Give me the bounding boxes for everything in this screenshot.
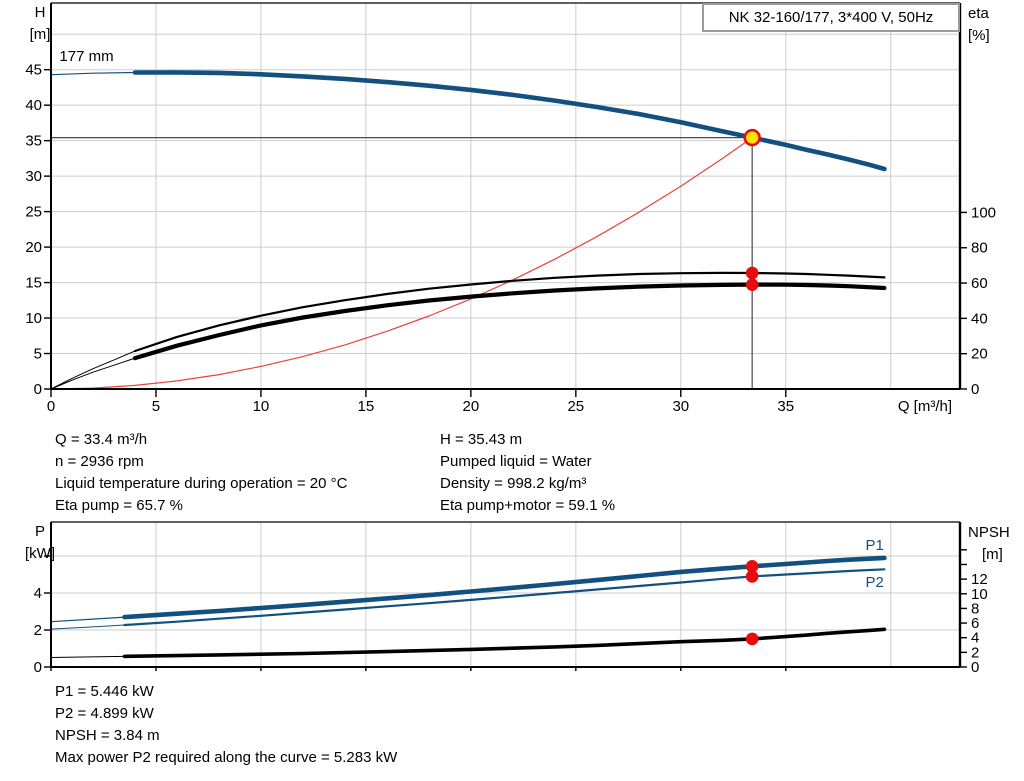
readout-density: Density = 998.2 kg/m³	[440, 475, 587, 492]
y-left-tick-label: 30	[25, 168, 42, 185]
readout-speed: n = 2936 rpm	[55, 453, 144, 470]
eta-pump-curve-path	[50, 350, 136, 390]
system-curve	[50, 137, 753, 390]
p1-curve-path	[50, 616, 126, 623]
readout-flow: Q = 33.4 m³/h	[55, 431, 148, 448]
operating-point-dot	[745, 266, 759, 280]
y-right-tick-label: 2	[971, 644, 979, 661]
y-left-tick-label: 25	[25, 204, 42, 221]
y-right-tick-label: 0	[971, 381, 979, 398]
x-tick-label: 5	[152, 398, 160, 415]
y-left-axis-title: H	[35, 4, 46, 21]
p2-curve-path	[123, 568, 886, 627]
y-right-axis-title: eta	[968, 5, 990, 22]
head-curve-177mm-path	[50, 71, 136, 76]
operating-point-dot	[745, 632, 759, 646]
duty-point-marker[interactable]	[743, 128, 761, 147]
curve-label-p1: P1	[866, 537, 884, 554]
readout-eta-pump: Eta pump = 65.7 %	[55, 497, 183, 514]
y-right-tick-label: 4	[971, 630, 979, 647]
x-tick-label: 20	[463, 398, 480, 415]
npsh-curve-path	[50, 655, 125, 658]
x-tick-label: 25	[567, 398, 584, 415]
x-tick-label: 30	[672, 398, 689, 415]
pump-type-label: NK 32-160/177, 3*400 V, 50Hz	[702, 3, 960, 32]
y-left-tick-label: 40	[25, 97, 42, 114]
system-curve-path	[50, 137, 753, 390]
y-left-axis-title: P	[35, 523, 45, 540]
y-right-tick-label: 20	[971, 346, 988, 363]
y-left-tick-label: 45	[25, 62, 42, 79]
y-left-tick-label: 4	[34, 585, 42, 602]
eta-pump-curve-path	[133, 271, 886, 353]
y-left-axis-unit: [kW]	[25, 545, 55, 562]
duty-readout-right: H = 35.43 m Pumped liquid = Water Densit…	[440, 429, 615, 517]
readout-liquid-temp: Liquid temperature during operation = 20…	[55, 475, 348, 492]
y-left-tick-label: 35	[25, 133, 42, 150]
y-right-tick-label: 40	[971, 310, 988, 327]
p2-curve	[50, 568, 886, 630]
y-left-tick-label: 20	[25, 239, 42, 256]
x-tick-label: 10	[253, 398, 270, 415]
eta-pump-motor-curve	[50, 282, 887, 390]
y-right-axis-unit: [%]	[968, 27, 990, 44]
npsh-curve	[50, 627, 887, 659]
y-left-tick-label: 15	[25, 275, 42, 292]
y-left-axis-unit: [m]	[30, 26, 51, 43]
operating-point-dot	[745, 570, 759, 583]
y-right-axis-unit: [m]	[982, 546, 1003, 563]
y-right-tick-label: 0	[971, 659, 979, 676]
eta-pump-motor-curve-path	[132, 282, 887, 361]
eta-pump-curve	[50, 271, 886, 390]
y-right-tick-label: 8	[971, 600, 979, 617]
head-curve-177mm-path	[132, 70, 887, 172]
y-right-tick-label: 80	[971, 240, 988, 257]
readout-pumped-liquid: Pumped liquid = Water	[440, 453, 592, 470]
power-readout: P1 = 5.446 kW P2 = 4.899 kW NPSH = 3.84 …	[55, 681, 397, 769]
y-left-tick-label: 0	[34, 381, 42, 398]
readout-p2: P2 = 4.899 kW	[55, 705, 154, 722]
readout-npsh: NPSH = 3.84 m	[55, 727, 160, 744]
p2-curve-path	[50, 624, 125, 630]
curve-label-p2: P2	[866, 574, 884, 591]
y-right-axis-title: NPSH	[968, 524, 1010, 541]
operating-point-dot	[745, 559, 759, 573]
y-right-tick-label: 6	[971, 615, 979, 632]
y-left-tick-label: 10	[25, 310, 42, 327]
readout-max-power: Max power P2 required along the curve = …	[55, 749, 398, 766]
x-axis-title: Q [m³/h]	[898, 398, 952, 415]
y-left-tick-label: 2	[34, 622, 42, 639]
operating-point-dot	[745, 278, 759, 291]
readout-eta-pump-motor: Eta pump+motor = 59.1 %	[440, 497, 616, 514]
impeller-diameter-label: 177 mm	[59, 48, 113, 65]
readout-head: H = 35.43 m	[440, 431, 523, 448]
y-right-tick-label: 10	[971, 586, 988, 603]
y-right-tick-label: 12	[971, 571, 988, 588]
eta-pump-motor-curve-path	[50, 357, 136, 390]
y-left-tick-label: 0	[34, 659, 42, 676]
x-tick-label: 15	[358, 398, 375, 415]
duty-readout-left: Q = 33.4 m³/h n = 2936 rpm Liquid temper…	[55, 429, 347, 517]
y-left-tick-label: 5	[34, 346, 42, 363]
readout-p1: P1 = 5.446 kW	[55, 683, 154, 700]
x-tick-label: 0	[47, 398, 55, 415]
npsh-curve-path	[122, 627, 887, 659]
qh-eta-chart: 0 5 10 15 20 25 30 35 Q [m³/h] 0 5 10 15 20 25 30 35 40 45…	[25, 2, 996, 415]
y-right-tick-label: 60	[971, 275, 988, 292]
y-right-tick-label: 100	[971, 204, 996, 221]
p1-curve	[50, 555, 887, 623]
p1-curve-path	[122, 555, 887, 620]
head-curve-177mm	[50, 70, 887, 172]
x-tick-label: 35	[777, 398, 794, 415]
